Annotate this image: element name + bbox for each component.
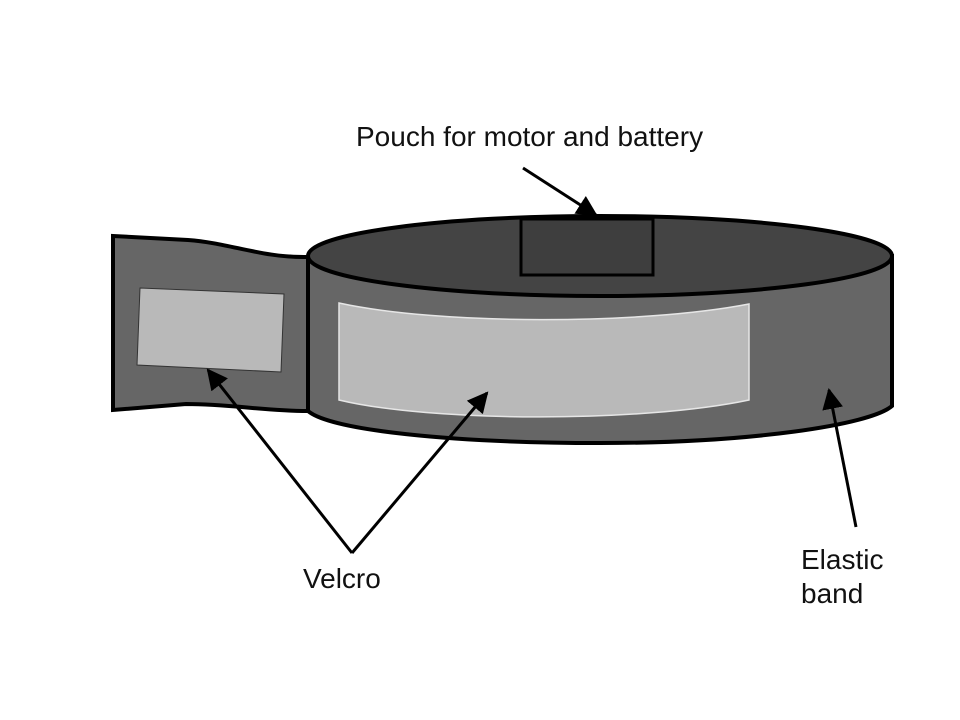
- pouch-label: Pouch for motor and battery: [356, 121, 704, 152]
- arrow-elastic-band: [822, 387, 858, 528]
- arrow-velcro-flap: [206, 368, 354, 554]
- elastic-band-label: Elastic band: [801, 543, 883, 611]
- velcro-label: Velcro: [303, 563, 381, 594]
- arrow-velcro-band: [350, 391, 489, 554]
- motor-battery-pouch: [519, 217, 655, 277]
- velcro-patch-band: [338, 302, 750, 418]
- elastic-label-line1: Elastic: [801, 544, 884, 575]
- elastic-label-line2: band: [801, 578, 864, 609]
- arrow-pouch: [522, 166, 598, 217]
- velcro-patch-flap: [136, 287, 285, 373]
